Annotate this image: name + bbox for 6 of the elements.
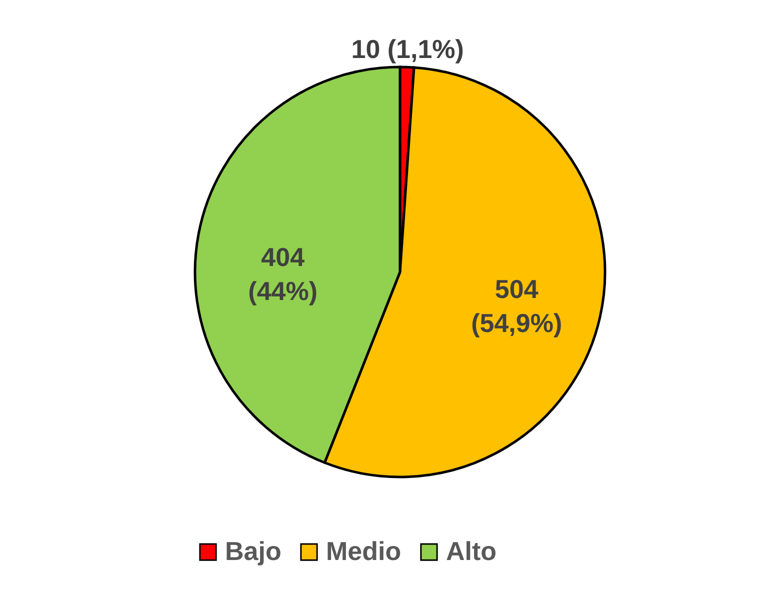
- legend-label: Alto: [446, 536, 497, 566]
- legend-label: Bajo: [225, 536, 282, 566]
- data-label: 404 (44%): [248, 242, 318, 306]
- data-label: 10 (1,1%): [351, 34, 464, 64]
- legend-label: Medio: [326, 536, 402, 566]
- data-label: 504 (54,9%): [471, 274, 562, 338]
